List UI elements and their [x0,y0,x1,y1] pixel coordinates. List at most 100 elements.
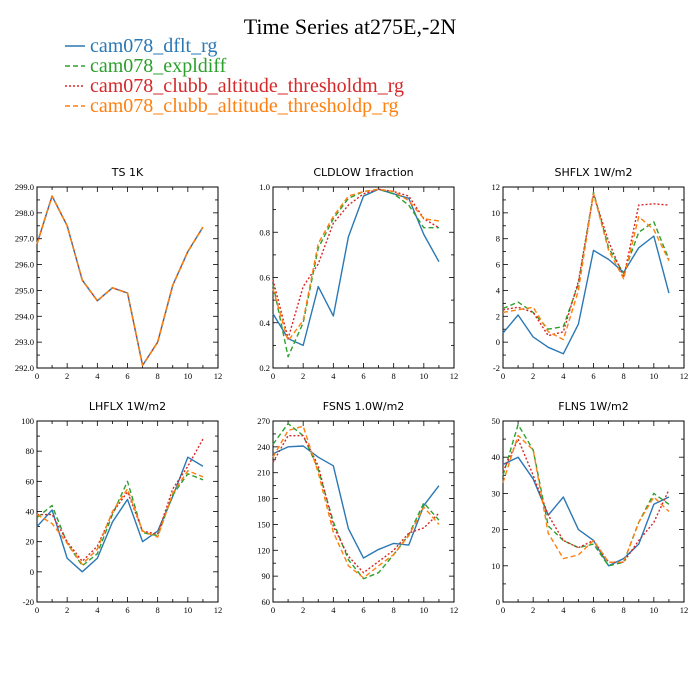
x-tick-label: 0 [35,605,39,615]
chart-panel: FLNS 1W/m2 0 2 4 6 8 10 12 0 10 20 30 40 50 [492,400,689,615]
y-tick-label: 1.0 [259,182,270,192]
y-tick-label: 150 [257,519,270,529]
y-tick-label: 293.0 [15,337,34,347]
y-tick-label: 294.0 [15,311,34,321]
y-tick-label: 0 [496,597,500,607]
y-tick-label: 270 [257,416,270,426]
legend: cam078_dflt_rgcam078_expldiffcam078_club… [65,35,404,117]
series-line [36,195,204,367]
page-title: Time Series at275E,-2N [244,14,457,39]
x-tick-label: 6 [591,371,595,381]
chart-title: CLDLOW 1fraction [313,166,413,179]
series-line [502,192,670,341]
x-tick-label: 0 [35,371,39,381]
x-tick-label: 12 [680,371,689,381]
y-tick-label: 0.6 [259,273,270,283]
y-tick-label: 0 [30,567,34,577]
series-line [36,195,204,367]
x-tick-label: 8 [622,605,626,615]
x-tick-label: 8 [622,371,626,381]
x-tick-label: 8 [156,371,160,381]
x-tick-label: 12 [680,605,689,615]
y-tick-label: 20 [492,525,501,535]
y-tick-label: 30 [492,488,501,498]
x-tick-label: 4 [331,371,336,381]
y-tick-label: -20 [23,597,34,607]
y-tick-label: 60 [26,476,35,486]
x-tick-label: 6 [361,605,365,615]
y-tick-label: 296.0 [15,260,34,270]
y-tick-label: 298.0 [15,208,34,218]
x-tick-label: 2 [301,605,305,615]
x-tick-label: 2 [65,371,69,381]
y-tick-label: 0.8 [259,227,270,237]
x-tick-label: 10 [184,605,193,615]
plot-frame [36,420,219,603]
plot-frame [502,420,685,603]
series-line [272,434,440,574]
series-line [502,438,670,563]
series-line [502,456,670,567]
legend-label: cam078_clubb_altitude_thresholdp_rg [90,95,398,117]
y-tick-label: 10 [492,208,501,218]
x-tick-label: 2 [531,371,535,381]
chart-title: LHFLX 1W/m2 [89,400,166,413]
x-tick-label: 6 [361,371,365,381]
y-tick-label: 297.0 [15,234,34,244]
x-tick-label: 12 [214,605,223,615]
series-line [272,188,439,358]
legend-item: cam078_clubb_altitude_thresholdm_rg [65,75,404,97]
x-tick-label: 10 [420,371,429,381]
series-line [36,470,204,565]
series-line [502,194,669,337]
legend-item: cam078_clubb_altitude_thresholdp_rg [65,95,398,117]
plot-frame [36,186,219,369]
y-tick-label: 10 [492,561,501,571]
series-line [36,195,204,367]
x-tick-label: 6 [125,605,129,615]
x-tick-label: 4 [95,371,100,381]
legend-label: cam078_dflt_rg [90,35,217,57]
y-tick-label: 240 [257,442,270,452]
series-line [36,195,204,367]
chart-panel: FSNS 1.0W/m2 0 2 4 6 8 10 12 60 90 120 150 180 210 240… [257,400,458,615]
y-tick-label: 2 [496,311,500,321]
y-tick-label: 0.4 [259,318,270,328]
y-tick-label: 4 [496,285,501,295]
y-tick-label: 60 [262,597,271,607]
y-tick-label: 8 [496,234,500,244]
chart-title: SHFLX 1W/m2 [554,166,632,179]
x-tick-label: 0 [271,371,275,381]
y-tick-label: 90 [262,571,271,581]
y-tick-label: 100 [21,416,34,426]
series-line [272,445,440,559]
x-tick-label: 10 [650,371,659,381]
series-line [272,188,440,340]
x-tick-label: 2 [65,605,69,615]
chart-panels: TS 1K 0 2 4 6 8 10 12 292.0 293.0 294.0 295.0 296.0 2… [15,166,688,615]
series-line [36,473,204,567]
chart-title: FSNS 1.0W/m2 [323,400,405,413]
x-tick-label: 8 [156,605,160,615]
legend-item: cam078_expldiff [65,55,227,77]
y-tick-label: 0 [496,337,500,347]
y-tick-label: 12 [492,182,501,192]
y-tick-label: 295.0 [15,285,34,295]
x-tick-label: 10 [184,371,193,381]
x-tick-label: 0 [271,605,275,615]
chart-title: TS 1K [111,166,144,179]
plot-frame [502,186,685,369]
y-tick-label: 6 [496,260,500,270]
y-tick-label: 292.0 [15,363,34,373]
x-tick-label: 8 [392,371,396,381]
y-tick-label: 0.2 [259,363,270,373]
x-tick-label: 4 [561,371,566,381]
series-line [502,434,670,563]
y-tick-label: 180 [257,494,270,504]
x-tick-label: 12 [214,371,223,381]
x-tick-label: 4 [561,605,566,615]
chart-panel: CLDLOW 1fraction 0 2 4 6 8 10 12 0.2 0.4 0.6 0.8 1.0 [259,166,458,381]
x-tick-label: 2 [301,371,305,381]
